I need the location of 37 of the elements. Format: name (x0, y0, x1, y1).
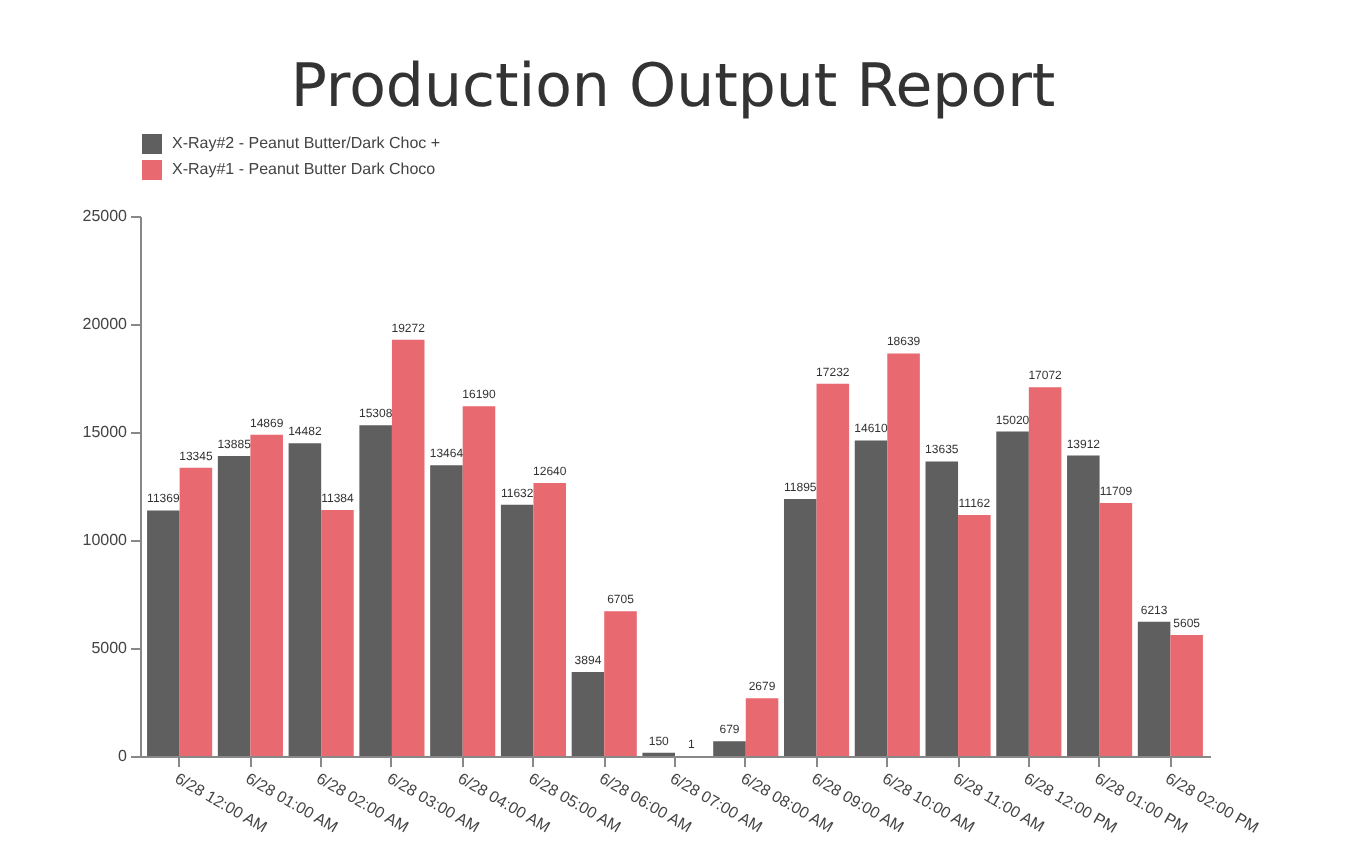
bar (533, 482, 567, 756)
bar (288, 443, 322, 756)
y-tick-label: 25000 (82, 207, 129, 225)
bar (430, 465, 463, 756)
bar (391, 339, 425, 756)
y-tick-label: 5000 (91, 639, 129, 657)
bar (713, 741, 746, 756)
bar (359, 425, 392, 756)
bar (854, 440, 888, 756)
bar (996, 431, 1029, 756)
bar (783, 499, 817, 756)
bar (745, 698, 779, 756)
bar (604, 611, 637, 756)
y-tick-label: 0 (118, 747, 129, 765)
bar (887, 353, 920, 756)
bar (500, 504, 534, 756)
bar (571, 671, 605, 756)
bar (179, 467, 213, 756)
bar (1028, 387, 1062, 756)
bar (1170, 634, 1203, 756)
y-tick-label: 20000 (82, 315, 129, 333)
bar (321, 510, 354, 756)
chart-title: Production Output Report (288, 52, 1058, 126)
y-tick-label: 10000 (82, 531, 129, 549)
bar (1067, 455, 1100, 756)
bar (250, 434, 283, 756)
bar (217, 456, 251, 756)
y-tick-label: 15000 (82, 423, 129, 441)
legend-label: X-Ray#2 - Peanut Butter/Dark Choc + (172, 134, 441, 152)
bar (1137, 621, 1171, 756)
bar (462, 406, 496, 756)
bar (147, 510, 180, 756)
bar (816, 383, 850, 756)
legend-label: X-Ray#1 - Peanut Butter Dark Choco (172, 160, 437, 178)
bar (958, 514, 991, 756)
bar (925, 461, 959, 756)
bar (1099, 503, 1133, 756)
